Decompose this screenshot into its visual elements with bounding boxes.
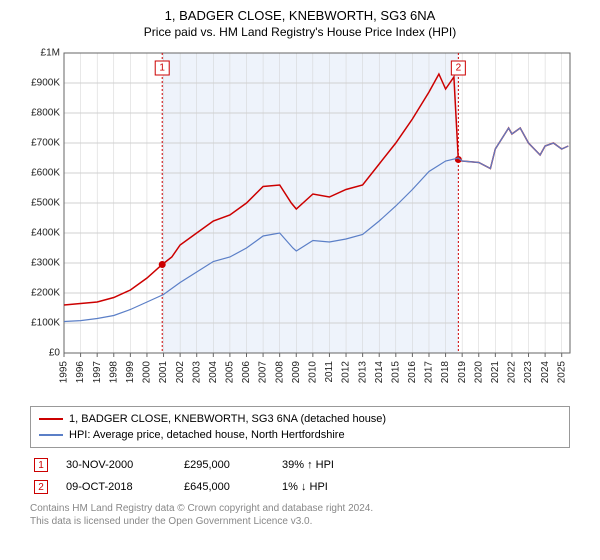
svg-text:2017: 2017 <box>424 361 435 384</box>
svg-text:2007: 2007 <box>258 361 269 384</box>
svg-text:2010: 2010 <box>307 361 318 384</box>
svg-text:2015: 2015 <box>390 361 401 384</box>
event-delta: 1% ↓ HPI <box>282 481 372 493</box>
svg-text:£600K: £600K <box>31 168 60 179</box>
svg-text:2011: 2011 <box>324 361 335 383</box>
legend-swatch <box>39 418 63 420</box>
svg-text:£500K: £500K <box>31 198 60 209</box>
event-delta: 39% ↑ HPI <box>282 459 372 471</box>
event-price: £295,000 <box>184 459 264 471</box>
footer-line-2: This data is licensed under the Open Gov… <box>30 515 570 528</box>
event-marker: 2 <box>34 480 48 494</box>
svg-text:2023: 2023 <box>523 361 534 384</box>
svg-text:£800K: £800K <box>31 108 60 119</box>
svg-text:£700K: £700K <box>31 138 60 149</box>
chart-area: £0 £100K £200K £300K £400K £500K £600K £700K £80… <box>20 45 580 400</box>
svg-text:2022: 2022 <box>507 361 518 384</box>
chart-title: 1, BADGER CLOSE, KNEBWORTH, SG3 6NA <box>10 8 590 23</box>
svg-text:£0: £0 <box>49 348 61 359</box>
svg-text:1995: 1995 <box>59 361 70 384</box>
svg-text:2000: 2000 <box>142 361 153 384</box>
legend-swatch <box>39 434 63 436</box>
event-price: £645,000 <box>184 481 264 493</box>
event-marker: 1 <box>34 458 48 472</box>
event-date: 09-OCT-2018 <box>66 481 166 493</box>
legend-item: HPI: Average price, detached house, Nort… <box>39 427 561 443</box>
svg-text:1: 1 <box>159 63 165 74</box>
svg-text:2004: 2004 <box>208 361 219 384</box>
svg-text:2014: 2014 <box>374 361 385 384</box>
svg-text:2005: 2005 <box>225 361 236 384</box>
svg-text:2006: 2006 <box>241 361 252 384</box>
svg-text:2025: 2025 <box>556 361 567 384</box>
chart-subtitle: Price paid vs. HM Land Registry's House … <box>10 25 590 39</box>
svg-text:£200K: £200K <box>31 288 60 299</box>
svg-text:1999: 1999 <box>125 361 136 384</box>
svg-text:1996: 1996 <box>75 361 86 384</box>
legend: 1, BADGER CLOSE, KNEBWORTH, SG3 6NA (det… <box>30 406 570 448</box>
legend-item: 1, BADGER CLOSE, KNEBWORTH, SG3 6NA (det… <box>39 411 561 427</box>
svg-text:2013: 2013 <box>357 361 368 384</box>
line-chart: £0 £100K £200K £300K £400K £500K £600K £700K £80… <box>20 45 580 400</box>
svg-text:£400K: £400K <box>31 228 60 239</box>
event-row: 1 30-NOV-2000 £295,000 39% ↑ HPI <box>30 454 570 476</box>
event-date: 30-NOV-2000 <box>66 459 166 471</box>
svg-text:2012: 2012 <box>341 361 352 384</box>
legend-label: 1, BADGER CLOSE, KNEBWORTH, SG3 6NA (det… <box>69 413 386 425</box>
event-table: 1 30-NOV-2000 £295,000 39% ↑ HPI 2 09-OCT-201… <box>30 454 570 498</box>
svg-text:2008: 2008 <box>274 361 285 384</box>
event-row: 2 09-OCT-2018 £645,000 1% ↓ HPI <box>30 476 570 498</box>
svg-text:£1M: £1M <box>41 48 60 59</box>
svg-text:2: 2 <box>456 63 462 74</box>
svg-text:£900K: £900K <box>31 78 60 89</box>
svg-text:2018: 2018 <box>440 361 451 384</box>
svg-text:2020: 2020 <box>473 361 484 384</box>
svg-text:2016: 2016 <box>407 361 418 384</box>
footer-line-1: Contains HM Land Registry data © Crown c… <box>30 502 570 515</box>
svg-text:2001: 2001 <box>158 361 169 384</box>
svg-text:2002: 2002 <box>175 361 186 384</box>
svg-text:£100K: £100K <box>31 318 60 329</box>
svg-text:2019: 2019 <box>457 361 468 384</box>
svg-text:1997: 1997 <box>92 361 103 384</box>
footer-attribution: Contains HM Land Registry data © Crown c… <box>30 502 570 528</box>
svg-text:2003: 2003 <box>191 361 202 384</box>
legend-label: HPI: Average price, detached house, Nort… <box>69 429 345 441</box>
svg-text:2009: 2009 <box>291 361 302 384</box>
svg-text:2021: 2021 <box>490 361 501 384</box>
svg-text:2024: 2024 <box>540 361 551 384</box>
svg-text:1998: 1998 <box>108 361 119 384</box>
svg-text:£300K: £300K <box>31 258 60 269</box>
